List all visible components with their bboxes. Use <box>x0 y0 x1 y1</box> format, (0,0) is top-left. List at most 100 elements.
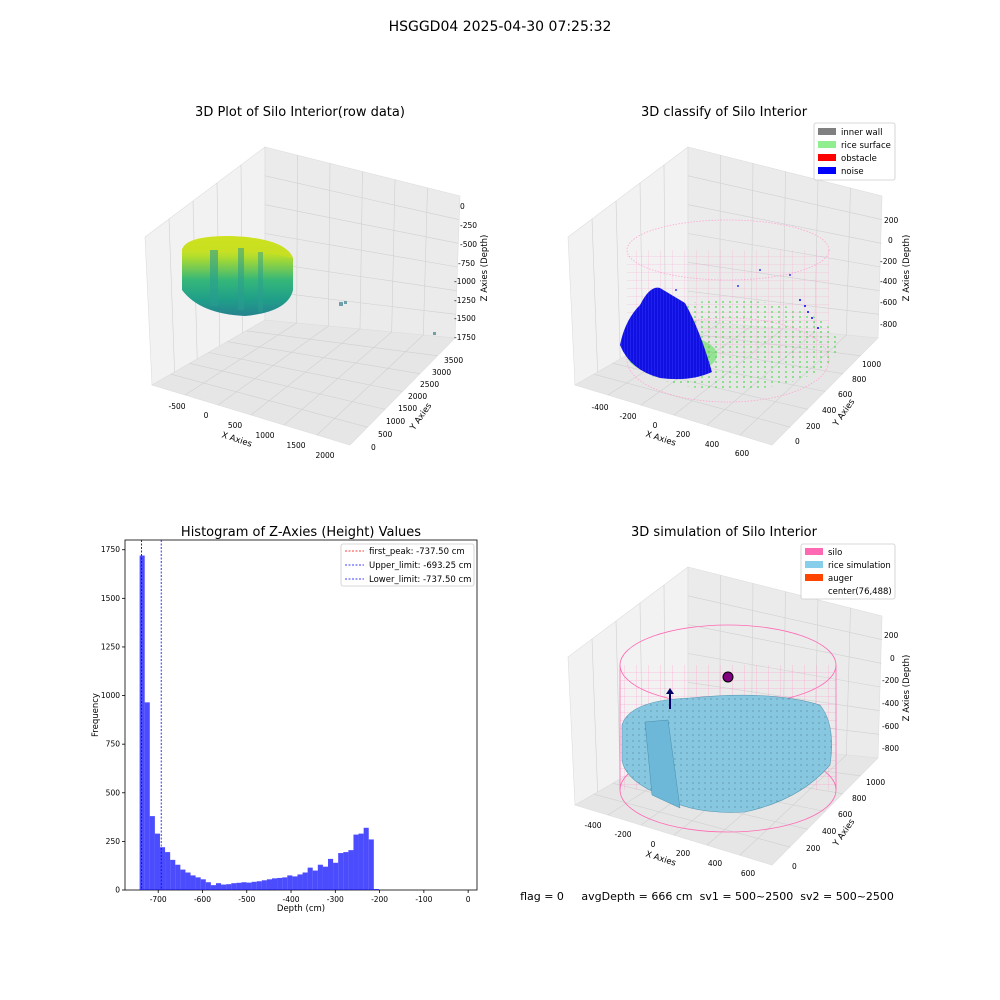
x-tick-label: -200 <box>614 830 631 839</box>
x-axis-label: X Axies <box>644 849 677 868</box>
legend-label: Lower_limit: -737.50 cm <box>369 575 471 585</box>
x-axis-label: X Axies <box>644 429 677 448</box>
legend-swatch-rice-simulation <box>805 561 823 568</box>
y-tick-label: 1500 <box>398 404 417 413</box>
y-tick-label: 400 <box>822 827 837 836</box>
legend-swatch-silo <box>805 548 823 555</box>
y-tick-label: 1250 <box>101 642 120 651</box>
z-tick-label: 0 <box>890 654 895 663</box>
center-arrow-head <box>666 688 674 694</box>
z-tick-label: -600 <box>880 298 897 307</box>
raw-surface-top <box>182 236 293 258</box>
x-tick-label: 2000 <box>315 451 334 460</box>
rice-simulation-shade <box>644 719 681 809</box>
histogram-bar <box>170 859 176 890</box>
z-tick-label: 200 <box>884 631 899 640</box>
z-tick-label: -1750 <box>454 333 476 342</box>
y-tick-label: 400 <box>822 406 837 415</box>
histogram-bar <box>154 833 160 890</box>
histogram-bar <box>287 875 293 890</box>
histogram-bar <box>200 879 206 890</box>
panel-raw-data: 3D Plot of Silo Interior(row data) -500 … <box>144 105 490 460</box>
y-tick-label: 0 <box>795 437 800 446</box>
plot-area <box>124 539 478 891</box>
y-tick-label: 1000 <box>101 691 120 700</box>
y-tick-label: 0 <box>792 862 797 871</box>
z-tick-label: -200 <box>882 676 899 685</box>
y-tick-label: 3500 <box>444 356 463 365</box>
y-tick-label: 1750 <box>101 545 120 554</box>
z-axis-label: Z Axies (Depth) <box>902 235 912 302</box>
x-tick-label: -600 <box>194 895 211 904</box>
x-tick-label: 0 <box>466 895 471 904</box>
y-tick-label: 1000 <box>386 417 405 426</box>
x-tick-label: -700 <box>150 895 167 904</box>
x-tick-label: -400 <box>591 403 608 412</box>
y-axis-label: Frequency <box>91 693 101 737</box>
x-tick-label: 600 <box>735 449 750 458</box>
legend-label: silo <box>828 548 842 558</box>
x-axis-label: X Axies <box>220 430 253 449</box>
z-tick-label: 0 <box>460 202 465 211</box>
histogram-bar <box>282 877 288 890</box>
panel-classify: 3D classify of Silo Interior inner wall … <box>567 105 912 458</box>
x-tick-label: 0 <box>653 421 658 430</box>
x-tick-label: -500 <box>168 402 185 411</box>
y-tick-label: 200 <box>806 844 821 853</box>
z-tick-label: -250 <box>460 221 477 230</box>
histogram-bar <box>165 852 171 890</box>
x-tick-label: 200 <box>676 849 691 858</box>
y-tick-label: 600 <box>838 810 853 819</box>
outlier-point <box>344 301 347 304</box>
x-tick-label: -400 <box>283 895 300 904</box>
z-axis-label: Z Axies (Depth) <box>902 655 912 722</box>
panel-histogram-title: Histogram of Z-Axies (Height) Values <box>181 525 421 540</box>
raw-stripe <box>258 252 263 312</box>
histogram-bar <box>139 555 145 890</box>
histogram-bar <box>312 870 318 890</box>
histogram-bar <box>368 839 374 890</box>
noise-points <box>620 287 712 380</box>
z-tick-label: -800 <box>880 320 897 329</box>
x-tick-label: -100 <box>415 895 432 904</box>
y-tick-label: 200 <box>806 422 821 431</box>
auger-marker <box>722 671 734 683</box>
status-line: flag = 0 avgDepth = 666 cm sv1 = 500~250… <box>520 890 894 903</box>
panel-histogram: Histogram of Z-Axies (Height) Values -70… <box>91 525 478 914</box>
y-tick-label: 600 <box>838 390 853 399</box>
histogram-bar <box>185 872 191 890</box>
histogram-bar <box>149 816 155 890</box>
histogram-bar <box>317 864 323 890</box>
histogram-bar <box>221 884 227 890</box>
z-tick-label: 200 <box>884 216 899 225</box>
y-tick-label: 800 <box>852 794 867 803</box>
y-tick-label: 0 <box>115 886 120 895</box>
grid-lines <box>168 155 460 436</box>
y-tick-label: 1000 <box>862 360 881 369</box>
z-tick-label: -400 <box>882 699 899 708</box>
panel-raw-data-title: 3D Plot of Silo Interior(row data) <box>195 105 405 120</box>
histogram-bar <box>338 853 344 890</box>
histogram-bar <box>333 862 339 890</box>
histogram-bar <box>246 882 252 890</box>
histogram-bar <box>205 882 211 890</box>
y-tick-label: 2500 <box>420 380 439 389</box>
raw-surface-points <box>182 236 293 316</box>
x-tick-label: -200 <box>371 895 388 904</box>
x-tick-label: -200 <box>619 412 636 421</box>
legend-label: Upper_limit: -693.25 cm <box>369 561 472 571</box>
histogram-bar <box>210 885 216 890</box>
y-tick-label: 750 <box>106 740 121 749</box>
histogram-bar <box>297 874 303 890</box>
outlier-point <box>339 302 343 306</box>
legend: first_peak: -737.50 cm Upper_limit: -693… <box>340 543 475 587</box>
noise-scatter <box>675 269 819 329</box>
histogram-bar <box>190 875 196 890</box>
panel-classify-title: 3D classify of Silo Interior <box>641 105 808 120</box>
histogram-bar <box>231 883 237 890</box>
y-tick-label: 800 <box>852 375 867 384</box>
x-tick-label: 400 <box>708 859 723 868</box>
z-tick-label: -400 <box>880 277 897 286</box>
legend-swatch-obstacle <box>818 154 836 161</box>
